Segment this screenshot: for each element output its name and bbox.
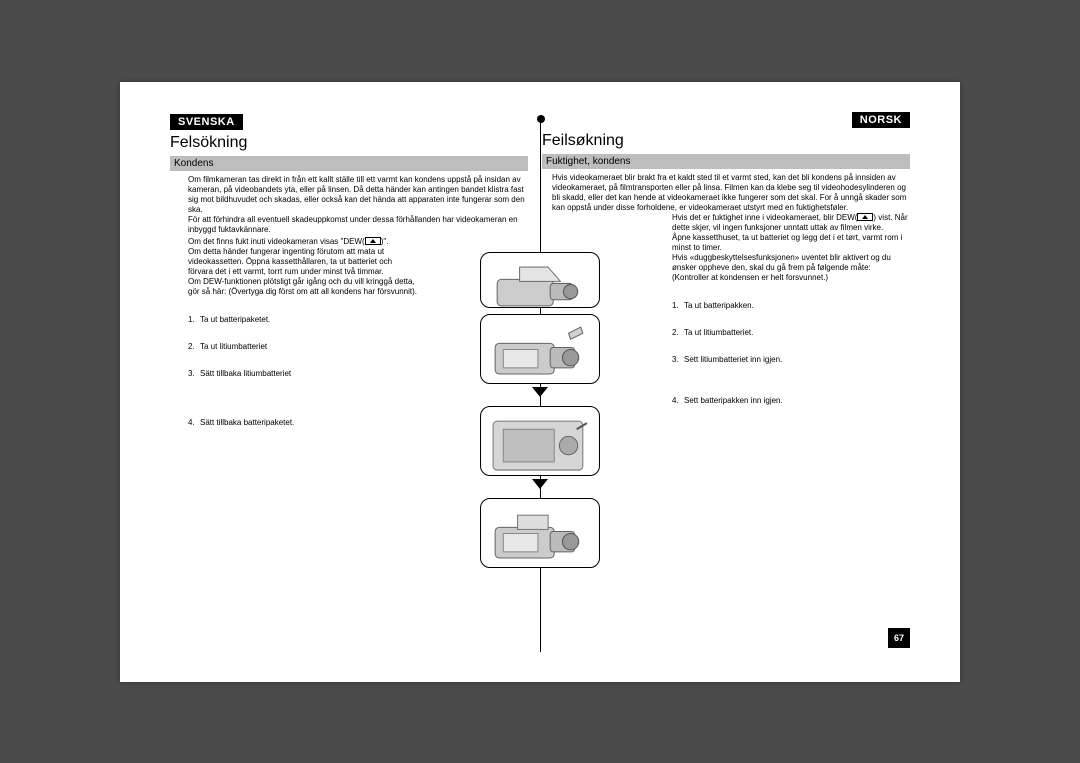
page-number-badge: 67: [888, 628, 910, 648]
para-right-2: Hvis det er fuktighet inne i videokamera…: [562, 213, 910, 283]
para-left-5-text: Om DEW-funktionen plötsligt går igång oc…: [188, 277, 417, 296]
camcorder-panel-icon: [489, 415, 591, 476]
para-left-1: Om filmkameran tas direkt in från ett ka…: [170, 175, 528, 235]
step-left-4-text: Sätt tillbaka batteripaketet.: [200, 418, 294, 427]
step-right-3-text: Sett litiumbatteriet inn igjen.: [684, 355, 782, 364]
arrow-down-icon: [532, 479, 548, 489]
para-right-2-text: Hvis det er fuktighet inne i videokamera…: [672, 213, 908, 232]
step-right-1: 1.Ta ut batteripakken.: [672, 301, 910, 310]
arrow-down-icon: [532, 387, 548, 397]
step-right-3: 3.Sett litiumbatteriet inn igjen.: [672, 355, 910, 364]
lang-tab-norsk: NORSK: [852, 112, 910, 128]
dew-icon: [857, 213, 873, 221]
camcorder-icon: [489, 323, 591, 384]
illustration-3: [480, 406, 600, 476]
illustration-4: [480, 498, 600, 568]
para-left-3: Om det finns fukt inuti videokameran vis…: [170, 237, 528, 297]
title-right: Feilsøkning: [542, 132, 910, 150]
step-left-1: 1.Ta ut batteripaketet.: [188, 315, 528, 324]
para-right-5-text: (Kontroller at kondensen er helt forsvun…: [672, 273, 828, 282]
step-right-2-text: Ta ut litiumbatteriet.: [684, 328, 753, 337]
subhead-right: Fuktighet, kondens: [542, 154, 910, 169]
step-left-3-text: Sätt tillbaka litiumbatteriet: [200, 369, 291, 378]
subhead-left: Kondens: [170, 156, 528, 171]
para-right-4-text: Hvis «duggbeskyttelsesfunksjonen» uvente…: [672, 253, 891, 272]
step-right-1-text: Ta ut batteripakken.: [684, 301, 754, 310]
camcorder-icon: [489, 261, 591, 308]
para-left-2-text: För att förhindra all eventuell skadeupp…: [188, 215, 518, 234]
step-left-1-text: Ta ut batteripaketet.: [200, 315, 270, 324]
step-right-2: 2.Ta ut litiumbatteriet.: [672, 328, 910, 337]
step-left-3: 3.Sätt tillbaka litiumbatteriet: [188, 369, 528, 378]
lang-tab-svenska: SVENSKA: [170, 114, 243, 130]
step-right-4: 4.Sett batteripakken inn igjen.: [672, 396, 910, 405]
step-left-4: 4.Sätt tillbaka batteripaketet.: [188, 418, 528, 427]
step-left-2: 2.Ta ut litiumbatteriet: [188, 342, 528, 351]
step-right-4-text: Sett batteripakken inn igjen.: [684, 396, 783, 405]
illustration-1: DEW: [480, 252, 600, 308]
step-left-2-text: Ta ut litiumbatteriet: [200, 342, 267, 351]
manual-page: SVENSKA Felsökning Kondens Om filmkamera…: [120, 82, 960, 682]
para-right-3-text: Åpne kassetthuset, ta ut batteriet og le…: [672, 233, 902, 252]
camcorder-icon: [489, 507, 591, 568]
illustration-2: [480, 314, 600, 384]
dew-icon: [365, 237, 381, 245]
para-right-1: Hvis videokameraet blir brakt fra et kal…: [542, 173, 910, 213]
para-left-4-text: Om detta händer fungerar ingenting förut…: [188, 247, 392, 276]
title-left: Felsökning: [170, 134, 528, 152]
steps-right: 1.Ta ut batteripakken. 2.Ta ut litiumbat…: [562, 301, 910, 405]
para-left-3-text: Om det finns fukt inuti videokameran vis…: [188, 237, 388, 246]
para-left-1-text: Om filmkameran tas direkt in från ett ka…: [188, 175, 525, 214]
illustration-strip: DEW: [480, 252, 600, 574]
steps-left: 1.Ta ut batteripaketet. 2.Ta ut litiumba…: [170, 315, 528, 427]
